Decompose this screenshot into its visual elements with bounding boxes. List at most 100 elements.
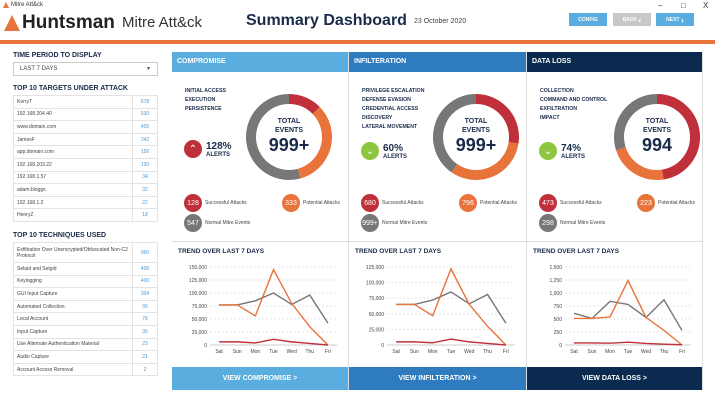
legend-successful: 473 Successful Attacks (539, 194, 602, 212)
total-events-label: TOTAL EVENTS (642, 118, 671, 134)
y-tick-label: 1,000 (549, 291, 562, 297)
y-tick-label: 75,000 (192, 304, 208, 310)
donut-segment-potential (297, 106, 332, 179)
logo-text: Huntsman (22, 12, 115, 33)
trend-title: TREND OVER LAST 7 DAYS (533, 248, 620, 255)
legend-successful: 128 Successful Attacks (184, 194, 247, 212)
series-line-successful (574, 341, 683, 346)
alert-indicator: ⌄ 60% ALERTS (361, 142, 407, 160)
panel-header: INFILTERATION (349, 52, 526, 72)
donut-center: TOTAL EVENTS 999+ (431, 117, 521, 156)
period-select[interactable]: LAST 7 DAYS ▼ (13, 62, 158, 76)
view-button[interactable]: VIEW DATA LOSS > (527, 367, 702, 390)
total-events-label: TOTAL EVENTS (274, 118, 303, 134)
config-button[interactable]: CONFIG (569, 13, 607, 26)
category-item: EXFILTRATION (540, 106, 577, 112)
table-row: Exfiltration Over Unencrypted/Obfuscated… (13, 242, 158, 263)
y-tick-label: 250 (554, 330, 563, 336)
row-count-link[interactable]: 530 (132, 107, 158, 122)
alert-indicator: ⌃ 128% ALERTS (184, 140, 232, 158)
table-row: 192.168.203.22 130 (13, 157, 158, 172)
row-count-link[interactable]: 242 (132, 132, 158, 147)
row-label: JamesF (13, 132, 133, 147)
row-count-link[interactable]: 99 (132, 299, 158, 314)
x-tick-label: Thu (483, 349, 492, 355)
row-count-link[interactable]: 18 (132, 208, 158, 222)
row-label: Local Account (13, 312, 133, 326)
row-count-link[interactable]: 400 (132, 274, 158, 289)
row-count-link[interactable]: 406 (132, 262, 158, 276)
x-tick-label: Sat (215, 349, 223, 355)
potential-label: Potential Attacks (480, 200, 517, 206)
total-events-value: 994 (641, 135, 673, 155)
x-tick-label: Sun (410, 349, 419, 355)
app-name: Mitre Att&ck (122, 14, 203, 31)
y-tick-label: 25,000 (192, 330, 208, 336)
row-count-link[interactable]: 960 (132, 242, 158, 263)
minimize-button[interactable]: – (658, 1, 663, 10)
techniques-title: TOP 10 TECHNIQUES USED (13, 232, 107, 239)
series-line-potential (574, 278, 683, 346)
series-line-successful (396, 338, 506, 346)
y-tick-label: 0 (204, 343, 207, 349)
donut-center: TOTAL EVENTS 999+ (244, 117, 334, 156)
x-tick-label: Mon (250, 349, 260, 355)
alert-percent: 128% (206, 140, 232, 152)
category-item: COMMAND AND CONTROL (540, 97, 608, 103)
row-count-link[interactable]: 156 (132, 145, 158, 159)
table-row: GUI Input Capture 304 (13, 287, 158, 301)
x-tick-label: Sun (233, 349, 242, 355)
view-button[interactable]: VIEW INFILTERATION > (349, 367, 526, 390)
series-line-successful (219, 338, 328, 346)
row-label: KerryT (13, 95, 133, 109)
x-tick-label: Mon (605, 349, 615, 355)
row-count-link[interactable]: 405 (132, 120, 158, 134)
row-count-link[interactable]: 304 (132, 287, 158, 301)
donut-segment-successful (475, 94, 519, 144)
chevron-down-icon: ⌄ (361, 142, 379, 160)
table-row: Setuid and Setgid 406 (13, 262, 158, 276)
y-tick-label: 750 (554, 304, 563, 310)
donut-segment-successful (656, 94, 700, 180)
row-count-link[interactable]: 23 (132, 337, 158, 352)
table-row: Keylogging 400 (13, 274, 158, 289)
x-tick-label: Sat (570, 349, 578, 355)
successful-label: Successful Attacks (560, 200, 602, 206)
row-count-link[interactable]: 32 (132, 183, 158, 197)
dropdown-arrow-icon: ▼ (146, 66, 151, 72)
row-count-link[interactable]: 2 (132, 362, 158, 377)
category-item: DEFENSE EVASION (362, 97, 411, 103)
panel-infilteration: INFILTERATION PRIVILEGE ESCALATION DEFENS… (349, 52, 527, 390)
series-line-normal (396, 291, 507, 324)
row-label: Setuid and Setgid (13, 262, 133, 276)
row-count-link[interactable]: 678 (132, 95, 158, 109)
view-button[interactable]: VIEW COMPROMISE > (172, 367, 348, 390)
row-label: Keylogging (13, 274, 133, 289)
alert-percent: 60% (383, 142, 404, 154)
row-label: app.domain.com (13, 145, 133, 159)
row-count-link[interactable]: 22 (132, 195, 158, 210)
category-item: DISCOVERY (362, 115, 393, 121)
x-tick-label: Sun (588, 349, 597, 355)
page-date: 23 October 2020 (414, 18, 467, 25)
table-row: 192.168.1.57 34 (13, 170, 158, 185)
trend-chart: 0 25,000 50,000 75,000 100,000 125,000 Sat Sun M… (366, 265, 515, 355)
divider (527, 241, 702, 242)
normal-label: Normal Mitre Events (560, 220, 606, 226)
row-count-link[interactable]: 130 (132, 157, 158, 172)
row-count-link[interactable]: 34 (132, 170, 158, 185)
y-tick-label: 100,000 (189, 291, 207, 297)
row-label: HenryZ (13, 208, 133, 222)
events-donut: TOTAL EVENTS 999+ (244, 92, 334, 182)
row-count-link[interactable]: 35 (132, 324, 158, 339)
row-count-link[interactable]: 21 (132, 350, 158, 364)
close-button[interactable]: X (703, 1, 709, 10)
next-button[interactable]: NEXT › (656, 13, 694, 26)
row-count-link[interactable]: 78 (132, 312, 158, 326)
maximize-button[interactable]: □ (681, 1, 686, 10)
y-tick-label: 100,000 (366, 281, 384, 287)
chevron-down-icon: ⌄ (539, 142, 557, 160)
back-button[interactable]: BACK ‹ (613, 13, 651, 26)
row-label: GUI Input Capture (13, 287, 133, 301)
successful-count: 128 (184, 194, 202, 212)
